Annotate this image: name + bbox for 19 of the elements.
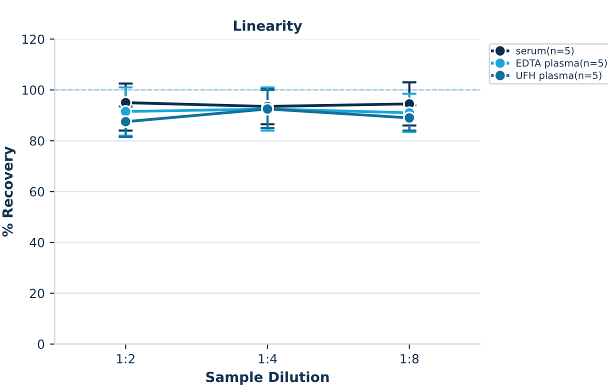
y-tick-label: 80: [30, 136, 44, 146]
y-tick-label: 40: [30, 238, 44, 248]
x-tick-label: 1:4: [258, 354, 277, 364]
point: [402, 111, 416, 124]
point: [119, 115, 132, 128]
legend-label: serum(n=5): [516, 46, 574, 56]
legend-label: EDTA plasma(n=5): [516, 59, 607, 69]
legend-label: UFH plasma(n=5): [516, 72, 602, 81]
x-axis-title: Sample Dilution: [206, 371, 329, 385]
y-tick-label: 20: [30, 288, 44, 298]
y-tick-label: 60: [30, 187, 44, 197]
y-tick-label: 120: [22, 34, 44, 44]
y-tick-label: 0: [38, 340, 44, 350]
x-tick-label: 1:2: [116, 354, 134, 364]
x-tick-label: 1:8: [400, 354, 419, 364]
point: [119, 105, 132, 118]
chart-title: Linearity: [234, 20, 302, 34]
y-axis-title: % Recovery: [2, 146, 16, 237]
y-tick-label: 100: [22, 85, 44, 95]
